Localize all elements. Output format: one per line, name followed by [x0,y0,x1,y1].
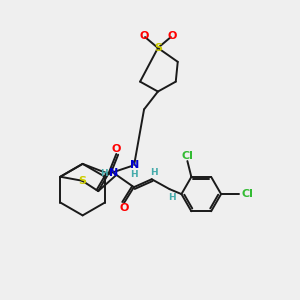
Text: Cl: Cl [182,151,193,161]
Text: N: N [130,160,139,170]
Text: H: H [150,168,158,177]
Text: H: H [100,169,108,178]
Text: H: H [168,193,176,202]
Text: O: O [167,31,176,41]
Text: H: H [130,170,138,179]
Text: N: N [110,168,119,178]
Text: Cl: Cl [242,189,254,199]
Text: O: O [119,203,129,213]
Text: O: O [140,31,149,41]
Text: S: S [154,43,162,53]
Text: S: S [78,176,86,186]
Text: O: O [112,144,121,154]
